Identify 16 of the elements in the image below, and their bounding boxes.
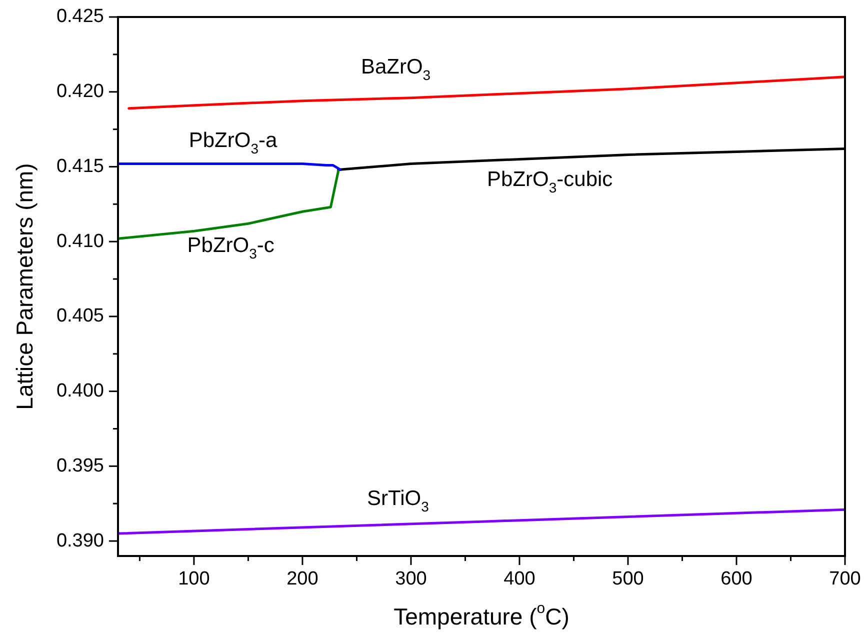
y-tick-label: 0.420 [56,81,104,102]
x-tick-label: 500 [612,568,644,590]
y-tick-label: 0.405 [56,306,104,327]
y-tick-label: 0.395 [56,455,104,476]
x-tick-label: 300 [395,568,427,590]
y-tick-label: 0.390 [56,530,104,552]
y-tick-label: 0.410 [56,230,104,252]
y-tick-label: 0.400 [56,380,104,402]
x-tick-label: 400 [504,568,536,590]
y-tick-label: 0.415 [56,156,104,177]
x-tick-label: 200 [286,568,318,590]
y-tick-label: 0.425 [56,6,104,28]
y-axis-title: Lattice Parameters (nm) [11,163,38,410]
x-tick-label: 100 [178,568,210,590]
x-tick-label: 600 [720,568,752,590]
x-tick-label: 700 [829,568,861,590]
